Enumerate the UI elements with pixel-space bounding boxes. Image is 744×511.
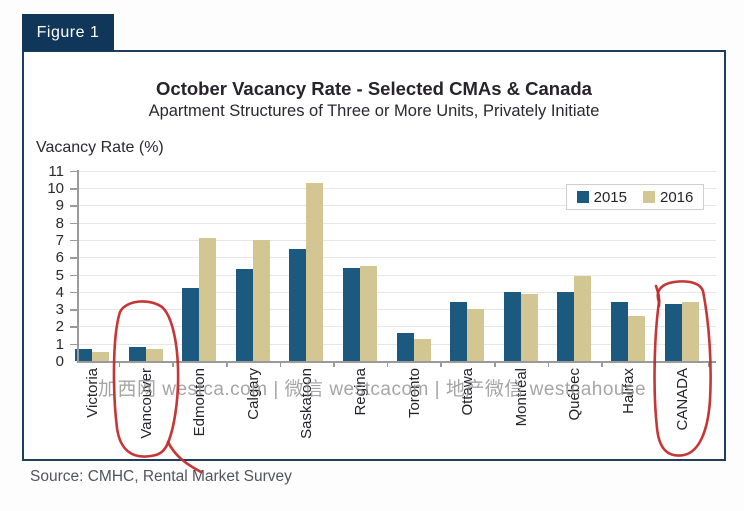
chart-title: October Vacancy Rate - Selected CMAs & C…: [156, 78, 592, 99]
gridline: [78, 257, 716, 259]
y-tick-label: 3: [55, 301, 64, 319]
legend-label-2016: 2016: [660, 188, 694, 206]
legend-label-2015: 2015: [593, 188, 627, 206]
bar-2015-Edmonton: [182, 288, 200, 361]
y-tick-mark: [70, 205, 78, 207]
bar-2015-Calgary: [235, 269, 253, 361]
x-tick-mark: [654, 362, 657, 367]
gridline: [78, 239, 716, 241]
bar-2016-Saskatoon: [306, 182, 324, 361]
bar-2016-Ottawa: [467, 309, 485, 361]
chart-subtitle: Apartment Structures of Three or More Un…: [148, 102, 600, 120]
legend-swatch-2016: [643, 191, 655, 203]
bar-2016-Regina: [360, 265, 377, 361]
x-tick-mark: [118, 362, 121, 367]
bar-2015-Québec: [557, 291, 575, 361]
bar-2015-Toronto: [396, 333, 414, 361]
bar-2016-CANADA: [681, 302, 699, 361]
y-tick-label: 11: [48, 162, 64, 180]
legend-item-2016: 2016: [643, 189, 693, 206]
x-tick-mark: [386, 362, 389, 367]
y-axis-line: [77, 170, 79, 362]
bar-2015-Regina: [343, 267, 360, 361]
legend: 2015 2016: [566, 184, 704, 210]
y-tick-label: 2: [55, 318, 64, 336]
y-tick-mark: [70, 222, 78, 225]
gridline: [78, 326, 716, 328]
bar-2015-Montréal: [503, 291, 521, 361]
bar-2016-Victoria: [92, 352, 109, 361]
gridline: [78, 205, 716, 207]
bar-2015-Victoria: [75, 348, 92, 361]
x-tick-mark: [226, 362, 228, 367]
x-tick-mark: [172, 362, 174, 367]
x-tick-mark: [333, 362, 335, 367]
source-text: Source: CMHC, Rental Market Survey: [30, 468, 292, 485]
y-tick-label: 5: [55, 266, 64, 284]
y-tick-mark: [70, 170, 78, 173]
y-tick-label: 0: [55, 353, 64, 370]
bar-2016-Québec: [574, 276, 592, 361]
y-tick-label: 9: [55, 197, 64, 215]
y-tick-label: 1: [55, 335, 64, 353]
bar-2015-CANADA: [664, 303, 682, 361]
bar-2016-Edmonton: [199, 238, 217, 361]
y-tick-label: 7: [55, 231, 64, 249]
y-tick-label: 6: [55, 249, 64, 267]
bar-2016-Toronto: [413, 338, 431, 361]
x-tick-mark: [547, 362, 550, 367]
bar-2015-Ottawa: [450, 302, 468, 361]
bar-2015-Saskatoon: [289, 248, 307, 361]
x-tick-mark: [440, 362, 442, 367]
y-axis-title: Vacancy Rate (%): [36, 139, 164, 156]
watermark: 加西网 westca.com | 微信 westcacom | 地产微信 wes…: [97, 379, 647, 400]
gridline: [78, 170, 716, 172]
y-tick-label: 10: [47, 180, 64, 197]
legend-item-2015: 2015: [576, 188, 627, 206]
bar-2016-Calgary: [252, 239, 270, 361]
gridline: [78, 222, 716, 224]
bar-2016-Montréal: [520, 293, 538, 361]
y-tick-label: 4: [55, 283, 64, 301]
figure-tab: Figure 1: [22, 14, 114, 51]
x-tick-mark: [601, 362, 603, 367]
bar-2015-Vancouver: [128, 347, 146, 361]
x-tick-mark: [708, 362, 710, 367]
y-tick-mark: [70, 239, 78, 242]
x-axis-line: [77, 361, 716, 363]
bar-2016-Vancouver: [145, 348, 163, 361]
y-tick-mark: [70, 188, 78, 190]
y-tick-mark: [70, 326, 78, 328]
legend-swatch-2015: [576, 191, 589, 203]
x-tick-mark: [279, 362, 282, 367]
x-tick-mark: [494, 362, 496, 367]
figure-label: Figure 1: [36, 23, 100, 41]
y-tick-label: 8: [55, 214, 64, 232]
gridline: [78, 291, 716, 293]
gridline: [78, 309, 716, 311]
y-tick-mark: [70, 343, 78, 346]
bar-2015-Halifax: [611, 302, 628, 361]
y-tick-mark: [70, 257, 78, 259]
y-tick-mark: [70, 309, 78, 311]
y-tick-mark: [70, 274, 78, 276]
gridline: [78, 188, 716, 189]
y-tick-mark: [70, 291, 78, 294]
bar-2016-Halifax: [628, 316, 645, 361]
gridline: [78, 274, 716, 276]
